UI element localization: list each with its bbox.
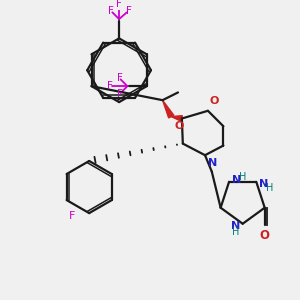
Text: H: H <box>232 227 240 237</box>
Text: H: H <box>239 172 246 182</box>
Text: N: N <box>232 175 241 185</box>
Text: N: N <box>230 221 240 231</box>
Text: N: N <box>208 158 217 168</box>
Text: O: O <box>174 122 184 131</box>
Text: F: F <box>117 89 123 99</box>
Text: O: O <box>260 229 270 242</box>
Polygon shape <box>163 100 174 118</box>
Text: F: F <box>107 81 113 91</box>
Text: F: F <box>116 0 122 9</box>
Polygon shape <box>171 116 182 122</box>
Text: O: O <box>210 96 219 106</box>
Text: F: F <box>69 211 76 221</box>
Text: F: F <box>126 6 132 16</box>
Text: H: H <box>266 183 273 193</box>
Text: F: F <box>108 6 114 16</box>
Text: N: N <box>259 179 268 189</box>
Text: F: F <box>117 74 123 83</box>
